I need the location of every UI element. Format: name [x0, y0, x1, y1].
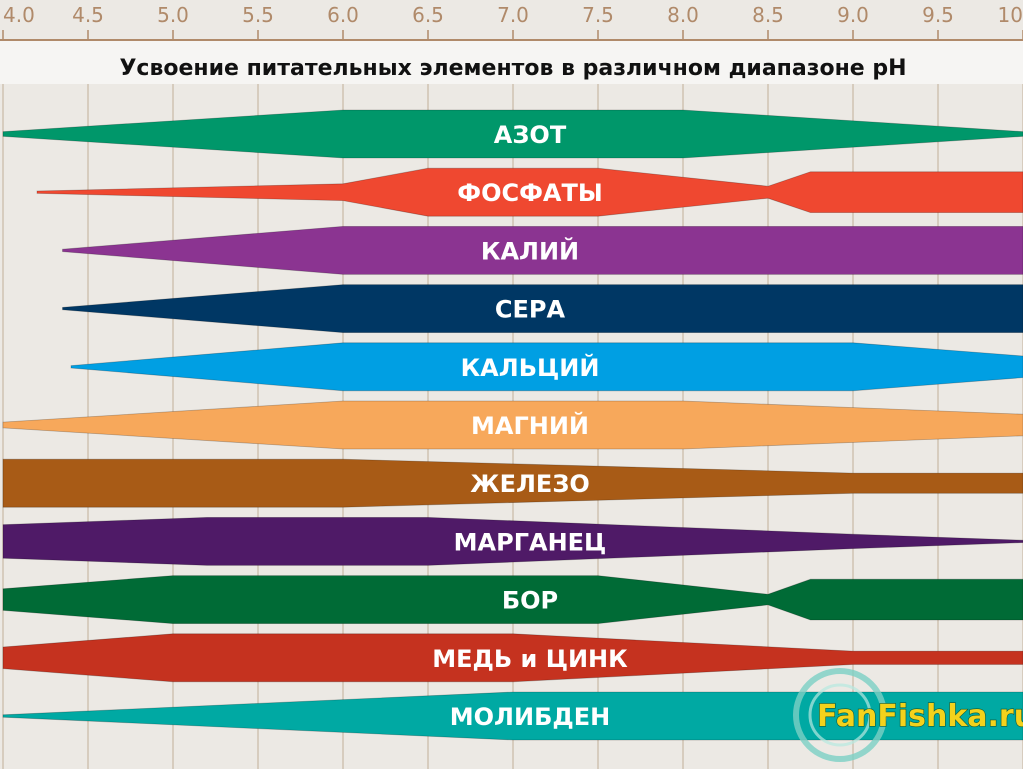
- watermark-swirl-inner: [808, 683, 872, 747]
- tick-label: 6.0: [327, 3, 359, 27]
- watermark: FanFishka.ru: [793, 668, 1023, 762]
- band-label: МОЛИБДЕН: [450, 703, 610, 731]
- band-label: МАРГАНЕЦ: [454, 528, 607, 556]
- band-7: [2, 458, 1023, 508]
- tick-label: 4.0: [3, 3, 35, 27]
- x-axis-ticks: 4.0 4.5 5.0 5.5 6.0 6.5 7.0 7.5 8.0 8.5 9.0 9.5 10: [0, 3, 1023, 41]
- nutrient-bands: АЗОТ ФОСФАТЫ КАЛИЙ СЕРА КАЛЬЦИЙ МАГНИЙ ЖЕЛЕЗО М…: [2, 109, 1023, 741]
- tick-label: 6.5: [412, 3, 444, 27]
- band-label: ЖЕЛЕЗО: [470, 470, 590, 498]
- band-3: [62, 225, 1023, 275]
- band-label: МАГНИЙ: [471, 411, 589, 440]
- band-label: ФОСФАТЫ: [457, 179, 602, 207]
- watermark-swirl: [793, 668, 887, 762]
- watermark-text: FanFishka.ru: [817, 699, 1023, 734]
- tick-label: 8.0: [667, 3, 699, 27]
- tick-label: 7.5: [582, 3, 614, 27]
- band-label: БОР: [502, 587, 558, 615]
- band-2: [36, 167, 1023, 217]
- tick-label: 10: [998, 3, 1023, 27]
- band-10: [2, 633, 1023, 683]
- band-8: [2, 517, 1023, 566]
- tick-label: 8.5: [752, 3, 784, 27]
- band-1: [2, 109, 1023, 159]
- tick-label: 5.0: [157, 3, 189, 27]
- tick-label: 9.5: [922, 3, 954, 27]
- tick-label: 5.5: [242, 3, 274, 27]
- band-label: КАЛИЙ: [481, 236, 579, 265]
- band-label: МЕДЬ и ЦИНК: [432, 645, 628, 673]
- band-4: [62, 284, 1023, 334]
- band-label: КАЛЬЦИЙ: [461, 353, 600, 382]
- band-11: [2, 691, 1023, 741]
- tick-label: 4.5: [72, 3, 104, 27]
- tick-label: 7.0: [497, 3, 529, 27]
- band-9: [2, 575, 1023, 624]
- tick-label: 9.0: [837, 3, 869, 27]
- chart-title: Усвоение питательных элементов в различн…: [119, 56, 906, 81]
- band-5: [70, 342, 1023, 392]
- band-label: АЗОТ: [494, 121, 567, 149]
- band-label: СЕРА: [495, 296, 566, 324]
- band-6: [2, 400, 1023, 450]
- title-strip: [0, 40, 1023, 84]
